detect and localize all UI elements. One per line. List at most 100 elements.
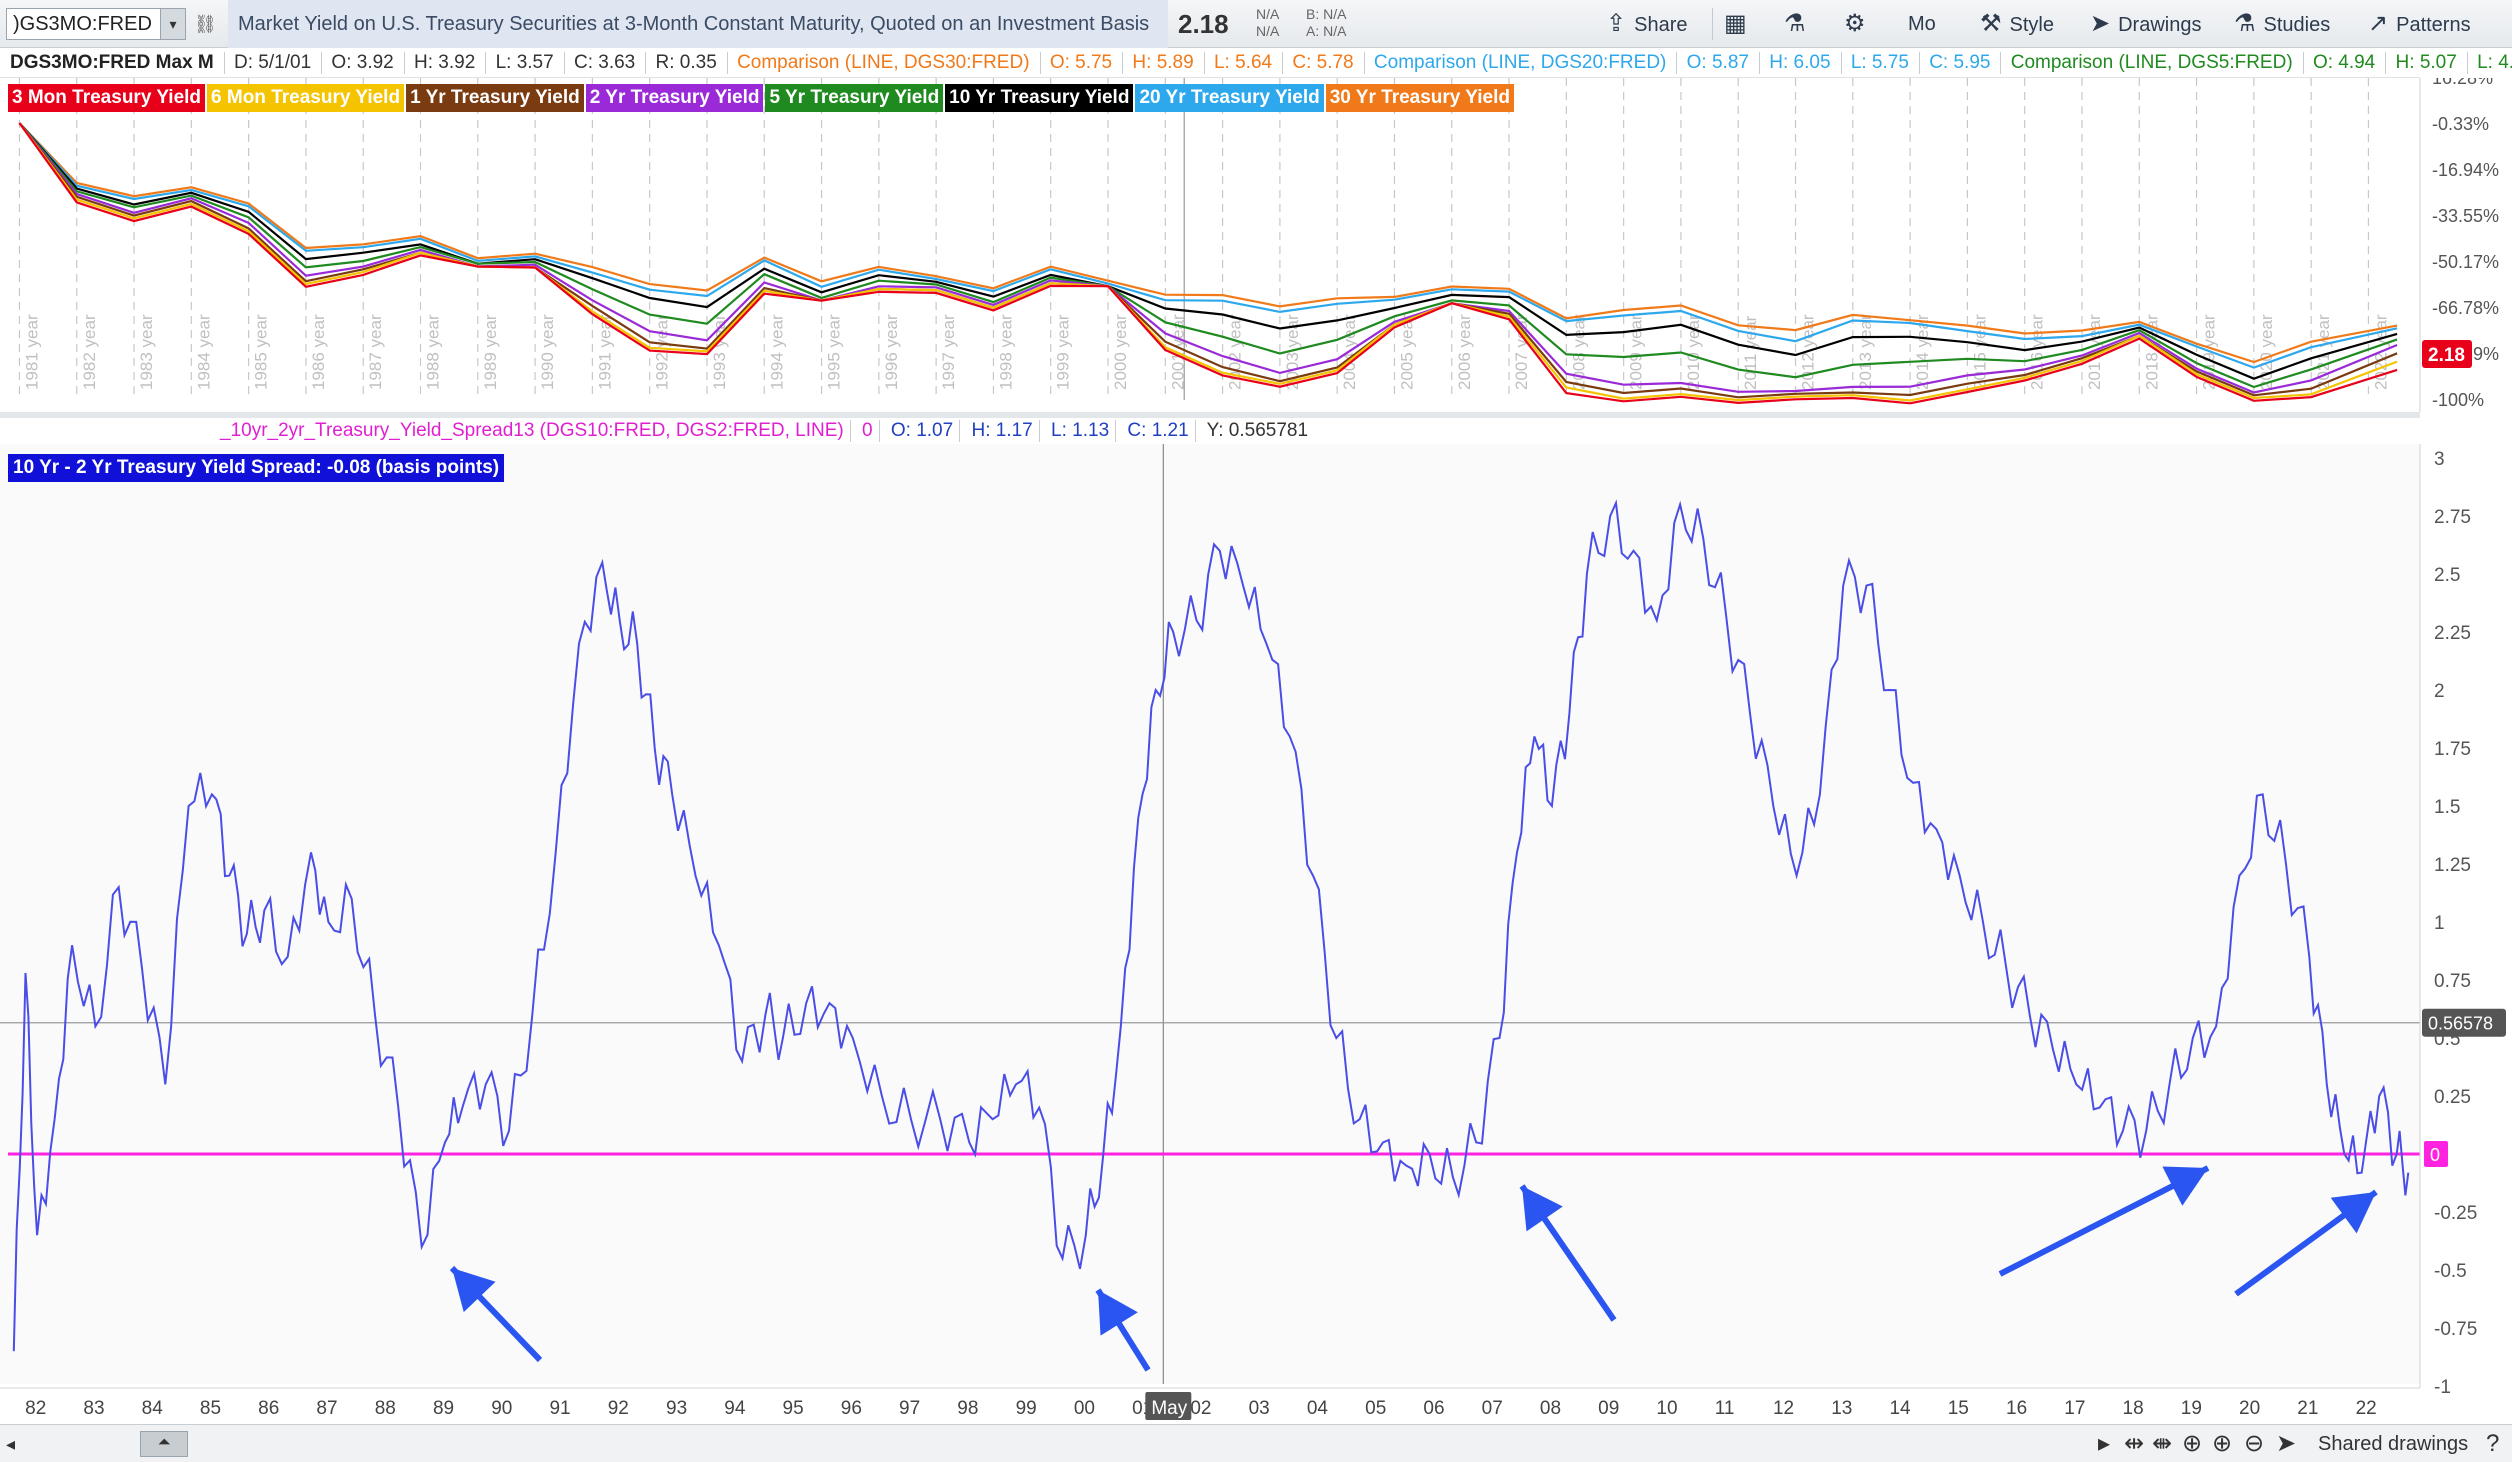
left-scroll-icon[interactable]: ◂ bbox=[6, 1434, 16, 1454]
annotation-arrowhead bbox=[2330, 1192, 2376, 1234]
x-tick-label: 97 bbox=[899, 1398, 920, 1419]
series-line bbox=[18, 122, 2398, 364]
year-label: 1982 year bbox=[80, 314, 99, 390]
x-tick-label: 92 bbox=[608, 1398, 629, 1419]
current-value-text: 2.18 bbox=[2428, 345, 2465, 366]
year-label: 1984 year bbox=[194, 314, 213, 390]
series-line bbox=[18, 122, 2398, 394]
x-tick-label: 83 bbox=[83, 1398, 104, 1419]
na-values: N/A N/A bbox=[1256, 6, 1280, 39]
lower-y-tick: 0.75 bbox=[2434, 971, 2471, 992]
legend-label-1: 6 Mon Treasury Yield bbox=[207, 84, 405, 112]
calendar-button[interactable]: ▦ bbox=[1724, 0, 1755, 48]
help-icon[interactable]: ? bbox=[2486, 1430, 2500, 1457]
studies-icon: ⚗ bbox=[2234, 10, 2256, 37]
x-tick-label: 85 bbox=[200, 1398, 221, 1419]
mode-button[interactable]: Mo bbox=[1908, 13, 1936, 35]
share-icon: ⇪ bbox=[1606, 10, 1627, 37]
year-label: 2013 year bbox=[1856, 314, 1875, 390]
settings-button[interactable]: ⚙ bbox=[1844, 0, 1874, 48]
spread-legend-label: 10 Yr - 2 Yr Treasury Yield Spread: -0.0… bbox=[8, 454, 505, 482]
cursor-icon[interactable]: ➤ bbox=[2276, 1430, 2297, 1457]
lower-y-tick: 3 bbox=[2434, 449, 2445, 470]
x-tick-label: 87 bbox=[316, 1398, 337, 1419]
year-label: 1993 year bbox=[710, 314, 729, 390]
scroll-right-icon[interactable]: ▸ bbox=[2098, 1430, 2111, 1457]
x-tick-label: 04 bbox=[1307, 1398, 1329, 1419]
comp1-close: C: 5.78 bbox=[1292, 52, 1354, 73]
collapse-icon[interactable]: ⇼ bbox=[2152, 1430, 2173, 1457]
comparison-dgs20: Comparison (LINE, DGS20:FRED) bbox=[1373, 52, 1667, 73]
style-button[interactable]: ⚒ Style bbox=[1980, 10, 2054, 37]
scroll-handle[interactable]: ⏶ bbox=[140, 1431, 188, 1457]
annotation-arrowhead bbox=[452, 1268, 496, 1313]
spread-line bbox=[12, 499, 2410, 1352]
indicator-open: O: 1.07 bbox=[890, 420, 954, 441]
x-tick-label: 82 bbox=[25, 1398, 46, 1419]
series-legend: 3 Mon Treasury Yield 6 Mon Treasury Yield… bbox=[8, 84, 1516, 112]
annotation-arrowhead bbox=[1522, 1186, 1563, 1232]
crosshair-icon[interactable]: ⊕ bbox=[2182, 1430, 2203, 1457]
year-label: 1985 year bbox=[252, 314, 271, 390]
open-value: O: 3.92 bbox=[331, 52, 394, 73]
x-tick-label: 05 bbox=[1365, 1398, 1386, 1419]
x-tick-label: 19 bbox=[2181, 1398, 2202, 1419]
lower-y-tick: -0.75 bbox=[2434, 1319, 2477, 1340]
link-icon[interactable]: ⛓ bbox=[194, 14, 217, 34]
year-label: 1989 year bbox=[481, 314, 500, 390]
expand-icon[interactable]: ⇹ bbox=[2124, 1430, 2145, 1457]
upper-y-tick: -16.94% bbox=[2432, 160, 2499, 180]
lower-y-tick: 2.25 bbox=[2434, 623, 2471, 644]
year-label: 2021 year bbox=[2314, 314, 2333, 390]
comp1-open: O: 5.75 bbox=[1049, 52, 1113, 73]
shared-drawings[interactable]: Shared drawings bbox=[2318, 1433, 2469, 1455]
year-label: 1990 year bbox=[538, 314, 557, 390]
main-symbol-label: DGS3MO:FRED Max M bbox=[10, 52, 214, 73]
indicator-low: L: 1.13 bbox=[1051, 420, 1110, 441]
comp2-high: H: 6.05 bbox=[1769, 52, 1831, 73]
top-toolbar: )GS3MO:FRED ▾ ⛓ Market Yield on U.S. Tre… bbox=[0, 0, 2512, 48]
year-label: 2014 year bbox=[1913, 314, 1932, 390]
legend-label-7: 30 Yr Treasury Yield bbox=[1325, 84, 1515, 112]
x-tick-label: 18 bbox=[2123, 1398, 2144, 1419]
flask-button[interactable]: ⚗ bbox=[1784, 0, 1814, 48]
flask-icon: ⚗ bbox=[1784, 10, 1806, 37]
symbol-input[interactable]: )GS3MO:FRED bbox=[6, 8, 164, 40]
comp2-close: C: 5.95 bbox=[1929, 52, 1991, 73]
upper-y-tick: -50.17% bbox=[2432, 252, 2499, 272]
x-tick-label: 02 bbox=[1190, 1398, 1211, 1419]
x-tick-label: 06 bbox=[1423, 1398, 1444, 1419]
price-info-row: DGS3MO:FRED Max M D: 5/1/01 O: 3.92 H: 3… bbox=[0, 48, 2512, 78]
year-label: 1988 year bbox=[424, 314, 443, 390]
drawings-button[interactable]: ➤ Drawings bbox=[2090, 10, 2202, 37]
pane-separator[interactable] bbox=[0, 412, 2420, 418]
lower-y-tick: -0.25 bbox=[2434, 1203, 2477, 1224]
x-tick-label: 21 bbox=[2297, 1398, 2318, 1419]
indicator-close: C: 1.21 bbox=[1127, 420, 1189, 441]
crosshair-value-text: 0.56578 bbox=[2428, 1014, 2493, 1034]
x-tick-label: 03 bbox=[1249, 1398, 1270, 1419]
indicator-y: Y: 0.565781 bbox=[1206, 420, 1309, 441]
year-label: 2020 year bbox=[2257, 314, 2276, 390]
lower-y-tick: 1.5 bbox=[2434, 797, 2460, 818]
zoom-in-icon[interactable]: ⊕ bbox=[2212, 1430, 2233, 1457]
zero-badge-text: 0 bbox=[2430, 1145, 2440, 1165]
x-tick-label: 22 bbox=[2356, 1398, 2377, 1419]
annotation-arrowhead bbox=[1098, 1290, 1138, 1336]
yield-spread-chart[interactable]: 32.752.52.2521.751.51.2510.750.50.250-0.… bbox=[0, 444, 2512, 1424]
x-tick-label: 98 bbox=[957, 1398, 978, 1419]
upper-plot-bg bbox=[0, 78, 2420, 412]
zoom-out-icon[interactable]: ⊖ bbox=[2244, 1430, 2265, 1457]
symbol-dropdown-button[interactable]: ▾ bbox=[160, 8, 186, 40]
comp3-low: L: 4.65 bbox=[2477, 52, 2512, 73]
x-tick-label: 16 bbox=[2006, 1398, 2027, 1419]
x-tick-label: 91 bbox=[549, 1398, 570, 1419]
share-button[interactable]: ⇪ Share bbox=[1606, 10, 1688, 37]
current-value-badge bbox=[2422, 340, 2472, 369]
year-label: 1991 year bbox=[595, 314, 614, 390]
yield-comparison-chart[interactable]: 1981 year 1982 year 1983 year 1984 year 1985… bbox=[0, 78, 2512, 412]
patterns-button[interactable]: ↗ Patterns bbox=[2368, 10, 2471, 37]
legend-label-0: 3 Mon Treasury Yield bbox=[8, 84, 206, 112]
gear-icon: ⚙ bbox=[1844, 10, 1866, 37]
studies-button[interactable]: ⚗ Studies bbox=[2234, 10, 2331, 37]
